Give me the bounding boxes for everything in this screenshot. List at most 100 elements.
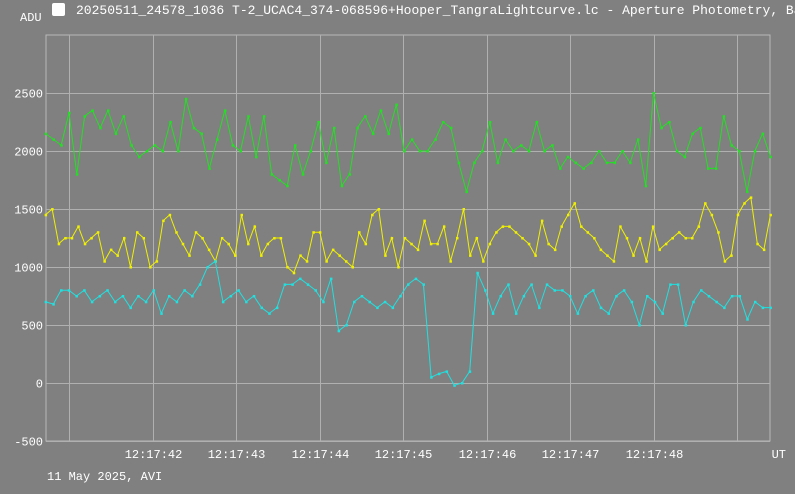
data-point-cyan [90,300,94,304]
data-point-cyan [129,306,132,310]
data-point-yellow [462,208,466,211]
data-point-green [418,150,422,153]
data-point-yellow [233,254,237,257]
data-point-green [566,155,570,159]
data-point-cyan [167,295,171,298]
data-point-cyan [553,289,557,292]
data-point-green [753,150,757,153]
data-point-yellow [691,237,694,240]
data-point-cyan [700,289,703,292]
data-point-yellow [162,219,165,223]
data-point-yellow [364,242,368,246]
data-point-yellow [697,225,701,228]
data-point-cyan [291,283,294,286]
data-point-yellow [606,254,609,257]
data-point-cyan [160,312,163,315]
data-point-yellow [403,237,407,240]
data-point-cyan [561,289,564,292]
data-point-yellow [116,254,119,257]
data-point-yellow [90,237,93,240]
data-point-yellow [279,237,283,240]
data-point-cyan [144,300,148,304]
data-point-green [130,144,133,147]
data-point-yellow [44,213,48,217]
data-point-yellow [573,202,577,205]
data-point-yellow [534,254,537,257]
data-point-green [449,126,453,130]
data-point-cyan [468,370,472,373]
series-cyan [44,260,772,387]
data-point-cyan [44,300,48,304]
data-point-cyan [414,277,418,281]
data-point-yellow [769,213,772,217]
data-point-yellow [129,266,133,269]
x-tick-label: 12:17:43 [208,448,266,462]
data-point-cyan [653,300,657,304]
y-tick-label: 2500 [14,88,43,102]
data-point-cyan [715,300,718,304]
data-point-yellow [51,208,54,211]
data-point-green [44,132,48,136]
data-point-green [200,132,203,136]
data-point-yellow [710,213,714,217]
data-point-yellow [553,248,557,252]
data-point-yellow [482,260,485,263]
data-point-yellow [155,260,159,263]
data-point-green [668,121,671,124]
data-point-green [558,167,562,170]
data-point-yellow [580,225,583,228]
data-point-green [286,184,289,188]
data-point-yellow [397,266,400,269]
data-point-cyan [268,312,271,315]
data-point-yellow [70,237,74,240]
data-point-cyan [229,295,233,298]
data-point-yellow [77,225,80,228]
data-point-yellow [508,225,511,228]
data-point-cyan [430,376,433,379]
data-point-yellow [645,260,648,263]
data-point-green [122,115,126,118]
data-point-cyan [214,260,217,263]
data-point-yellow [704,202,707,205]
data-point-yellow [749,196,753,199]
data-point-cyan [491,312,495,315]
data-point-yellow [625,237,629,240]
data-point-cyan [114,300,117,304]
data-point-green [145,150,149,153]
data-point-cyan [283,283,287,286]
data-point-yellow [390,237,394,240]
x-tick-label: 12:17:45 [375,448,433,462]
data-point-green [60,144,63,147]
data-point-green [325,161,328,165]
data-point-green [153,144,157,147]
data-point-yellow [136,231,139,234]
data-point-green [714,167,718,170]
data-point-cyan [453,384,456,387]
data-point-green [629,161,632,165]
plot-frame [45,34,771,442]
data-point-green [208,167,211,170]
data-point-cyan [746,318,749,321]
data-point-green [387,132,391,136]
app-logo-icon [52,3,65,16]
data-point-cyan [75,295,78,298]
data-point-yellow [593,237,596,240]
data-point-green [262,115,266,118]
data-point-yellow [521,237,524,240]
data-point-yellow [566,213,570,217]
data-point-green [317,121,320,124]
data-point-cyan [83,289,86,292]
data-point-cyan [206,266,210,269]
data-point-yellow [64,237,67,240]
data-point-cyan [52,303,55,306]
data-point-green [106,109,110,112]
data-point-green [255,155,258,159]
data-point-cyan [353,300,356,304]
data-point-yellow [743,202,746,205]
y-tick-label: 500 [21,320,43,334]
data-point-yellow [273,237,276,240]
data-point-yellow [586,231,590,234]
data-point-green [91,109,94,112]
data-point-yellow [201,237,204,240]
data-point-cyan [514,312,518,315]
